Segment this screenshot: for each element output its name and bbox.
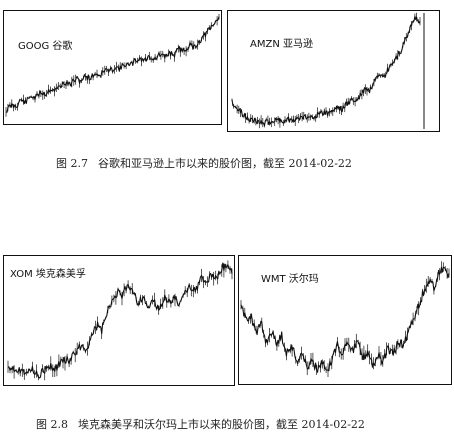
wmt-chart-panel: WMT 沃尔玛 — [238, 255, 452, 385]
amzn-chart-panel: AMZN 亚马逊 — [227, 10, 440, 132]
figure-2-8-caption: 图 2.8 埃克森美孚和沃尔玛上市以来的股价图，截至 2014-02-22 — [36, 416, 375, 432]
amzn-chart-svg — [231, 12, 425, 129]
figure-2-7-caption: 图 2.7 谷歌和亚马逊上市以来的股价图，截至 2014-02-22 — [56, 155, 362, 171]
figure-2-7-text: 谷歌和亚马逊上市以来的股价图，截至 2014-02-22 — [98, 157, 352, 170]
xom-chart-svg — [7, 260, 233, 381]
wmt-chart-title: WMT 沃尔玛 — [261, 274, 319, 285]
xom-chart-panel: XOM 埃克森美孚 — [3, 255, 235, 386]
goog-chart-svg — [5, 14, 220, 117]
amzn-chart-title: AMZN 亚马逊 — [250, 39, 313, 50]
xom-chart-title: XOM 埃克森美孚 — [10, 269, 86, 280]
goog-chart-title: GOOG 谷歌 — [18, 41, 73, 52]
figure-2-8-text: 埃克森美孚和沃尔玛上市以来的股价图，截至 2014-02-22 — [78, 418, 365, 431]
figure-2-7-number: 图 2.7 — [56, 157, 88, 170]
price-series-line — [8, 262, 233, 379]
wmt-chart-svg — [240, 261, 450, 377]
figure-2-8-number: 图 2.8 — [36, 418, 68, 431]
price-series-line — [5, 16, 220, 113]
goog-chart-panel: GOOG 谷歌 — [3, 10, 222, 125]
